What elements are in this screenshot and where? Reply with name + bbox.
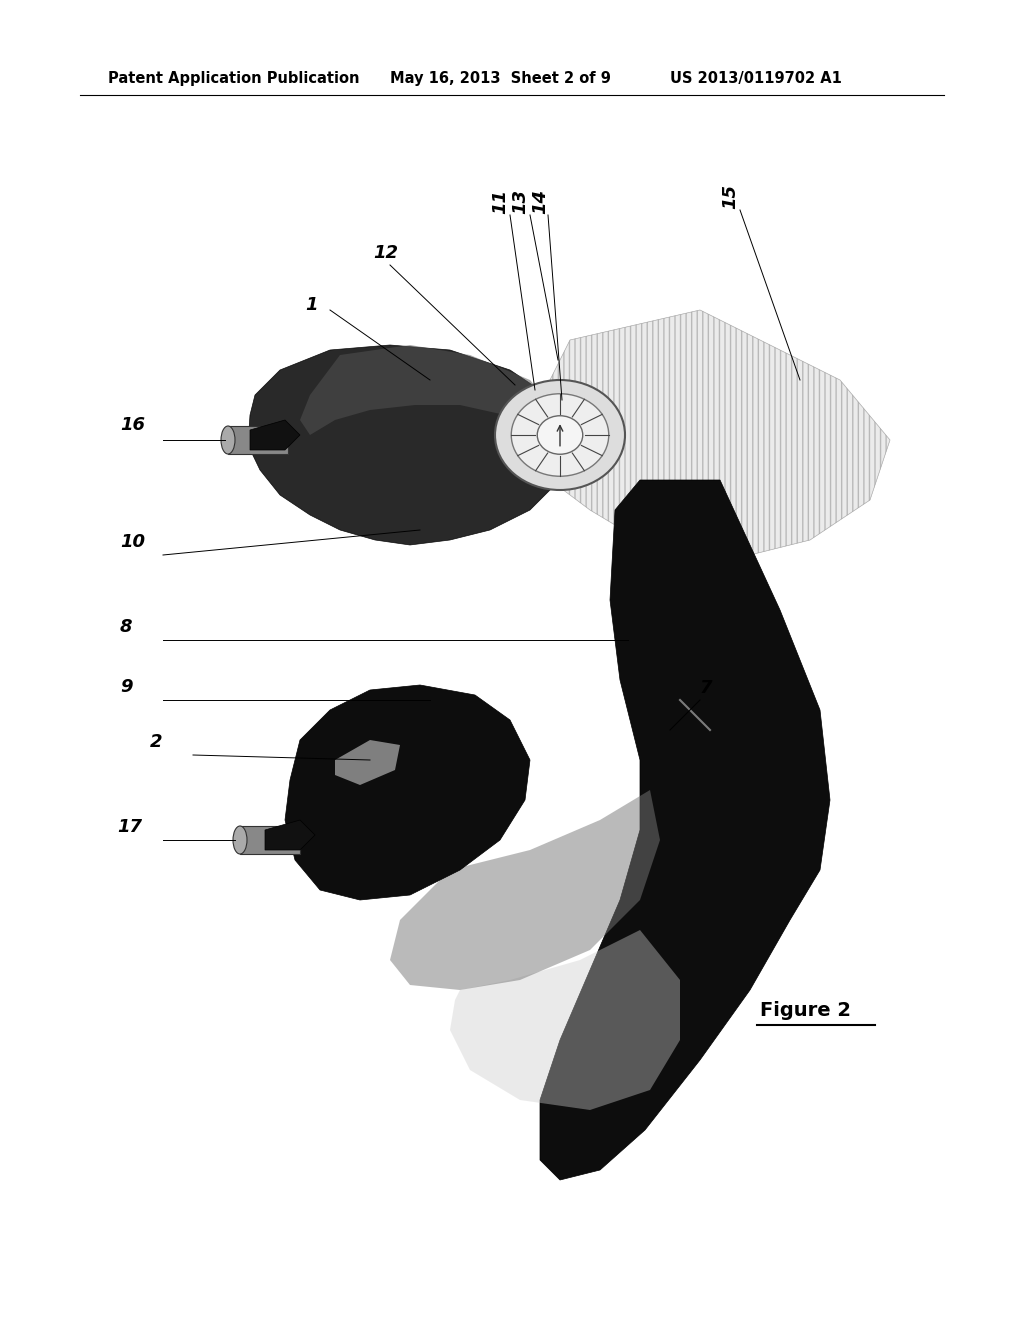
Polygon shape <box>285 685 530 900</box>
Polygon shape <box>250 420 300 450</box>
Text: 14: 14 <box>531 189 549 214</box>
Text: 12: 12 <box>373 244 398 261</box>
Polygon shape <box>335 741 400 785</box>
Text: 1: 1 <box>305 296 317 314</box>
Ellipse shape <box>233 826 247 854</box>
Polygon shape <box>300 345 555 436</box>
Text: Patent Application Publication: Patent Application Publication <box>108 70 359 86</box>
Text: 2: 2 <box>150 733 163 751</box>
Text: 9: 9 <box>120 678 132 696</box>
Ellipse shape <box>221 426 234 454</box>
Polygon shape <box>265 820 315 850</box>
Text: 17: 17 <box>117 818 142 836</box>
Polygon shape <box>248 345 570 545</box>
Text: 15: 15 <box>721 183 739 209</box>
Text: 8: 8 <box>120 618 132 636</box>
Text: 10: 10 <box>120 533 145 550</box>
Ellipse shape <box>511 393 608 477</box>
Text: Figure 2: Figure 2 <box>760 1001 851 1019</box>
Bar <box>240 826 300 854</box>
Ellipse shape <box>538 416 583 454</box>
Polygon shape <box>390 789 660 990</box>
Text: May 16, 2013  Sheet 2 of 9: May 16, 2013 Sheet 2 of 9 <box>390 70 611 86</box>
Text: 16: 16 <box>120 416 145 434</box>
Ellipse shape <box>495 380 625 490</box>
Text: US 2013/0119702 A1: US 2013/0119702 A1 <box>670 70 842 86</box>
Text: 7: 7 <box>700 678 713 697</box>
Polygon shape <box>540 310 890 560</box>
Polygon shape <box>540 480 830 1180</box>
Bar <box>228 426 288 454</box>
Text: 13: 13 <box>511 189 529 214</box>
Polygon shape <box>450 931 680 1110</box>
Text: 11: 11 <box>490 189 509 214</box>
